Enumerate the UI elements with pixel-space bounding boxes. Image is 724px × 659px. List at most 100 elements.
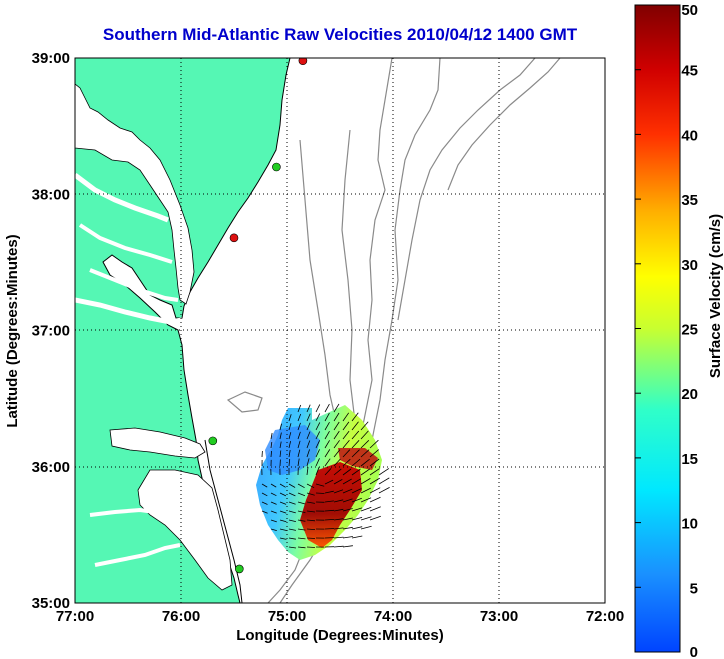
velocity-arrow xyxy=(342,430,350,440)
colorbar-tick-label: 0 xyxy=(690,644,698,659)
velocity-arrow xyxy=(333,536,344,539)
velocity-arrow xyxy=(279,423,282,431)
velocity-arrow xyxy=(351,535,363,539)
x-axis-label: Longitude (Degrees:Minutes) xyxy=(236,627,444,644)
velocity-arrow xyxy=(333,449,341,458)
colorbar-tick-label: 45 xyxy=(681,63,698,80)
velocity-arrow xyxy=(324,500,334,503)
velocity-arrow xyxy=(333,403,340,413)
x-tick-labels: 77:00 76:00 75:00 74:00 73:00 72:00 xyxy=(56,608,624,625)
velocity-arrow xyxy=(333,468,342,476)
velocity-arrow xyxy=(378,487,390,494)
colorbar-tick-label: 25 xyxy=(681,322,698,339)
velocity-arrow xyxy=(342,488,353,494)
velocity-arrow xyxy=(324,440,330,449)
velocity-arrow xyxy=(360,440,370,449)
york-river xyxy=(89,268,179,302)
velocity-arrow xyxy=(279,537,287,540)
x-tick-label: 73:00 xyxy=(480,608,518,625)
y-tick-labels: 39:00 38:00 37:00 36:00 35:00 xyxy=(32,50,70,612)
velocity-arrow xyxy=(297,546,306,549)
velocity-arrow xyxy=(261,510,268,514)
velocity-arrow xyxy=(279,510,287,514)
velocity-arrow xyxy=(324,490,334,494)
velocity-arrow xyxy=(360,430,369,440)
map-frame xyxy=(74,57,606,604)
velocity-arrow xyxy=(333,518,344,521)
velocity-arrow xyxy=(315,492,325,494)
velocity-arrow xyxy=(342,421,350,431)
velocity-arrow xyxy=(297,519,306,522)
x-tick-label: 72:00 xyxy=(586,608,624,625)
y-tick-label: 38:00 xyxy=(32,186,70,203)
velocity-arrow xyxy=(270,501,277,505)
velocity-arrow xyxy=(342,526,353,530)
velocity-arrow xyxy=(360,525,372,530)
velocity-arrow xyxy=(297,413,302,422)
colorbar-tick-label: 40 xyxy=(681,127,698,144)
velocity-arrow xyxy=(351,497,362,503)
velocity-arrow xyxy=(261,492,268,497)
velocity-arrow xyxy=(351,468,361,476)
velocity-arrow xyxy=(315,440,321,449)
velocity-arrow xyxy=(288,519,296,522)
velocity-arrow xyxy=(270,450,272,458)
velocity-arrow xyxy=(342,545,353,548)
velocity-arrow xyxy=(369,439,379,449)
velocity-arrow xyxy=(306,431,311,440)
velocity-arrow xyxy=(351,507,363,512)
velocity-arrow xyxy=(279,519,287,523)
velocity-arrow xyxy=(279,450,282,458)
velocity-arrow xyxy=(315,449,320,458)
velocity-arrow xyxy=(279,441,282,449)
velocity-arrow xyxy=(378,468,390,476)
velocity-arrow xyxy=(324,519,335,521)
velocity-arrow xyxy=(288,546,297,549)
velocity-arrow xyxy=(351,517,363,521)
velocity-arrow xyxy=(342,498,353,503)
velocity-arrow xyxy=(297,528,306,531)
velocity-arrow xyxy=(351,478,362,485)
velocity-arrow xyxy=(297,510,306,513)
velocity-arrow xyxy=(342,440,350,449)
velocity-arrow xyxy=(306,440,311,449)
velocity-arrow xyxy=(270,441,273,449)
velocity-arrow xyxy=(261,483,268,488)
velocity-arrow xyxy=(297,492,306,497)
velocity-arrow xyxy=(333,440,340,449)
velocity-arrow xyxy=(306,404,311,413)
rappahannock-river xyxy=(78,223,173,264)
velocity-arrow xyxy=(351,440,360,449)
velocity-arrow xyxy=(288,501,296,505)
y-tick-label: 39:00 xyxy=(32,50,70,67)
velocity-arrow xyxy=(315,466,320,476)
velocity-arrow xyxy=(288,492,296,497)
velocity-arrow xyxy=(306,422,311,431)
velocity-arrow xyxy=(306,458,310,467)
velocity-arrow xyxy=(369,477,381,485)
velocity-arrow xyxy=(360,478,371,485)
velocity-arrow xyxy=(297,483,305,489)
james-river xyxy=(75,297,183,325)
colorbar-tick-label: 50 xyxy=(681,2,698,19)
velocity-arrow xyxy=(324,528,335,530)
velocity-arrow xyxy=(288,423,292,431)
velocity-arrow xyxy=(315,413,321,422)
velocity-arrow xyxy=(342,478,352,485)
velocity-arrow xyxy=(369,506,381,512)
velocity-arrow xyxy=(342,536,353,539)
velocity-arrow xyxy=(324,458,331,467)
velocity-arrow xyxy=(324,468,332,476)
velocity-arrow xyxy=(306,483,315,489)
velocity-arrow xyxy=(369,515,381,521)
velocity-arrow xyxy=(270,432,273,440)
velocity-arrow xyxy=(324,422,330,431)
chesapeake-bay xyxy=(75,83,195,305)
y-tick-label: 35:00 xyxy=(32,595,70,612)
velocity-field xyxy=(256,403,390,560)
map-panel xyxy=(75,58,605,603)
velocity-arrow xyxy=(333,489,344,494)
velocity-hotspot-north xyxy=(338,448,378,470)
velocity-arrow xyxy=(342,508,353,512)
